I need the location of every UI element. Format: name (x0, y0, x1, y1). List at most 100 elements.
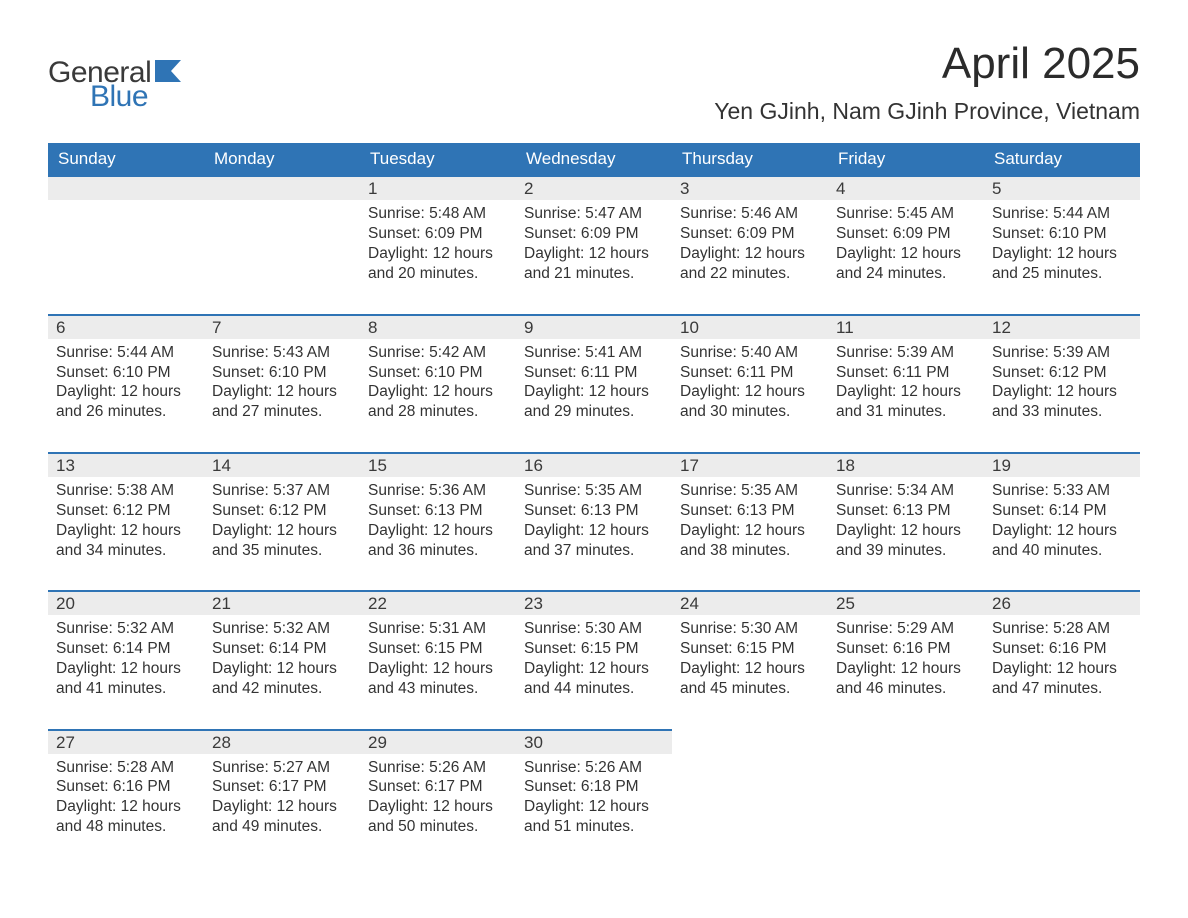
day-number: 29 (360, 731, 516, 754)
day-cell: 18Sunrise: 5:34 AMSunset: 6:13 PMDayligh… (828, 453, 984, 591)
sunrise-line: Sunrise: 5:26 AM (524, 758, 664, 778)
dayname-tuesday: Tuesday (360, 143, 516, 176)
sunrise-line: Sunrise: 5:34 AM (836, 481, 976, 501)
sunset-line: Sunset: 6:12 PM (56, 501, 196, 521)
header-row: General Blue April 2025 Yen GJinh, Nam G… (48, 40, 1140, 139)
day-number: 16 (516, 454, 672, 477)
day-cell: 3Sunrise: 5:46 AMSunset: 6:09 PMDaylight… (672, 176, 828, 314)
sunset-line: Sunset: 6:14 PM (56, 639, 196, 659)
day-body (204, 200, 360, 308)
day-body: Sunrise: 5:40 AMSunset: 6:11 PMDaylight:… (672, 339, 828, 452)
sunrise-line: Sunrise: 5:32 AM (56, 619, 196, 639)
day-number: 10 (672, 316, 828, 339)
calendar-body: 1Sunrise: 5:48 AMSunset: 6:09 PMDaylight… (48, 176, 1140, 861)
day-number: 3 (672, 177, 828, 200)
sunrise-line: Sunrise: 5:28 AM (56, 758, 196, 778)
sunset-line: Sunset: 6:13 PM (368, 501, 508, 521)
sunrise-line: Sunrise: 5:35 AM (524, 481, 664, 501)
day-number: 27 (48, 731, 204, 754)
sunrise-line: Sunrise: 5:46 AM (680, 204, 820, 224)
location-subtitle: Yen GJinh, Nam GJinh Province, Vietnam (714, 98, 1140, 125)
sunset-line: Sunset: 6:09 PM (368, 224, 508, 244)
sunset-line: Sunset: 6:18 PM (524, 777, 664, 797)
sunset-line: Sunset: 6:10 PM (368, 363, 508, 383)
day-cell: 4Sunrise: 5:45 AMSunset: 6:09 PMDaylight… (828, 176, 984, 314)
day-body: Sunrise: 5:32 AMSunset: 6:14 PMDaylight:… (204, 615, 360, 728)
title-block: April 2025 Yen GJinh, Nam GJinh Province… (714, 40, 1140, 139)
daylight-line: Daylight: 12 hours and 38 minutes. (680, 521, 820, 561)
sunrise-line: Sunrise: 5:41 AM (524, 343, 664, 363)
day-cell: 26Sunrise: 5:28 AMSunset: 6:16 PMDayligh… (984, 591, 1140, 729)
day-body: Sunrise: 5:44 AMSunset: 6:10 PMDaylight:… (984, 200, 1140, 313)
daylight-line: Daylight: 12 hours and 34 minutes. (56, 521, 196, 561)
sunrise-line: Sunrise: 5:26 AM (368, 758, 508, 778)
dayname-row: SundayMondayTuesdayWednesdayThursdayFrid… (48, 143, 1140, 176)
day-number: 17 (672, 454, 828, 477)
dayname-saturday: Saturday (984, 143, 1140, 176)
day-body: Sunrise: 5:47 AMSunset: 6:09 PMDaylight:… (516, 200, 672, 313)
calendar-table: SundayMondayTuesdayWednesdayThursdayFrid… (48, 143, 1140, 861)
sunrise-line: Sunrise: 5:42 AM (368, 343, 508, 363)
day-body: Sunrise: 5:26 AMSunset: 6:17 PMDaylight:… (360, 754, 516, 862)
daylight-line: Daylight: 12 hours and 39 minutes. (836, 521, 976, 561)
sunrise-line: Sunrise: 5:39 AM (992, 343, 1132, 363)
sunset-line: Sunset: 6:11 PM (680, 363, 820, 383)
day-number: 14 (204, 454, 360, 477)
dayname-friday: Friday (828, 143, 984, 176)
sunrise-line: Sunrise: 5:48 AM (368, 204, 508, 224)
daylight-line: Daylight: 12 hours and 30 minutes. (680, 382, 820, 422)
day-number (828, 730, 984, 753)
sunrise-line: Sunrise: 5:39 AM (836, 343, 976, 363)
day-number: 13 (48, 454, 204, 477)
sunset-line: Sunset: 6:15 PM (680, 639, 820, 659)
sunrise-line: Sunrise: 5:33 AM (992, 481, 1132, 501)
day-cell: 30Sunrise: 5:26 AMSunset: 6:18 PMDayligh… (516, 730, 672, 862)
day-number: 19 (984, 454, 1140, 477)
daylight-line: Daylight: 12 hours and 31 minutes. (836, 382, 976, 422)
day-body: Sunrise: 5:38 AMSunset: 6:12 PMDaylight:… (48, 477, 204, 590)
day-body: Sunrise: 5:29 AMSunset: 6:16 PMDaylight:… (828, 615, 984, 728)
sunset-line: Sunset: 6:11 PM (836, 363, 976, 383)
daylight-line: Daylight: 12 hours and 40 minutes. (992, 521, 1132, 561)
sunrise-line: Sunrise: 5:29 AM (836, 619, 976, 639)
sunset-line: Sunset: 6:17 PM (212, 777, 352, 797)
day-body: Sunrise: 5:46 AMSunset: 6:09 PMDaylight:… (672, 200, 828, 313)
sunrise-line: Sunrise: 5:38 AM (56, 481, 196, 501)
sunrise-line: Sunrise: 5:44 AM (56, 343, 196, 363)
day-cell: 20Sunrise: 5:32 AMSunset: 6:14 PMDayligh… (48, 591, 204, 729)
logo: General Blue (48, 58, 189, 112)
day-body: Sunrise: 5:42 AMSunset: 6:10 PMDaylight:… (360, 339, 516, 452)
day-number (204, 177, 360, 200)
day-body (984, 753, 1140, 861)
day-cell (48, 176, 204, 314)
daylight-line: Daylight: 12 hours and 42 minutes. (212, 659, 352, 699)
day-cell: 7Sunrise: 5:43 AMSunset: 6:10 PMDaylight… (204, 315, 360, 453)
day-body (48, 200, 204, 308)
day-cell: 22Sunrise: 5:31 AMSunset: 6:15 PMDayligh… (360, 591, 516, 729)
sunset-line: Sunset: 6:10 PM (212, 363, 352, 383)
day-body (828, 753, 984, 861)
week-row: 27Sunrise: 5:28 AMSunset: 6:16 PMDayligh… (48, 730, 1140, 862)
sunrise-line: Sunrise: 5:35 AM (680, 481, 820, 501)
daylight-line: Daylight: 12 hours and 46 minutes. (836, 659, 976, 699)
sunset-line: Sunset: 6:14 PM (212, 639, 352, 659)
day-body: Sunrise: 5:35 AMSunset: 6:13 PMDaylight:… (672, 477, 828, 590)
day-body: Sunrise: 5:45 AMSunset: 6:09 PMDaylight:… (828, 200, 984, 313)
daylight-line: Daylight: 12 hours and 24 minutes. (836, 244, 976, 284)
day-cell: 29Sunrise: 5:26 AMSunset: 6:17 PMDayligh… (360, 730, 516, 862)
sunset-line: Sunset: 6:15 PM (524, 639, 664, 659)
day-number: 22 (360, 592, 516, 615)
day-body: Sunrise: 5:35 AMSunset: 6:13 PMDaylight:… (516, 477, 672, 590)
day-number: 18 (828, 454, 984, 477)
logo-text: General Blue (48, 58, 151, 112)
daylight-line: Daylight: 12 hours and 51 minutes. (524, 797, 664, 837)
day-cell: 9Sunrise: 5:41 AMSunset: 6:11 PMDaylight… (516, 315, 672, 453)
day-number: 9 (516, 316, 672, 339)
sunrise-line: Sunrise: 5:47 AM (524, 204, 664, 224)
day-cell: 11Sunrise: 5:39 AMSunset: 6:11 PMDayligh… (828, 315, 984, 453)
day-cell: 13Sunrise: 5:38 AMSunset: 6:12 PMDayligh… (48, 453, 204, 591)
daylight-line: Daylight: 12 hours and 44 minutes. (524, 659, 664, 699)
day-cell: 25Sunrise: 5:29 AMSunset: 6:16 PMDayligh… (828, 591, 984, 729)
day-body: Sunrise: 5:39 AMSunset: 6:11 PMDaylight:… (828, 339, 984, 452)
day-number: 2 (516, 177, 672, 200)
